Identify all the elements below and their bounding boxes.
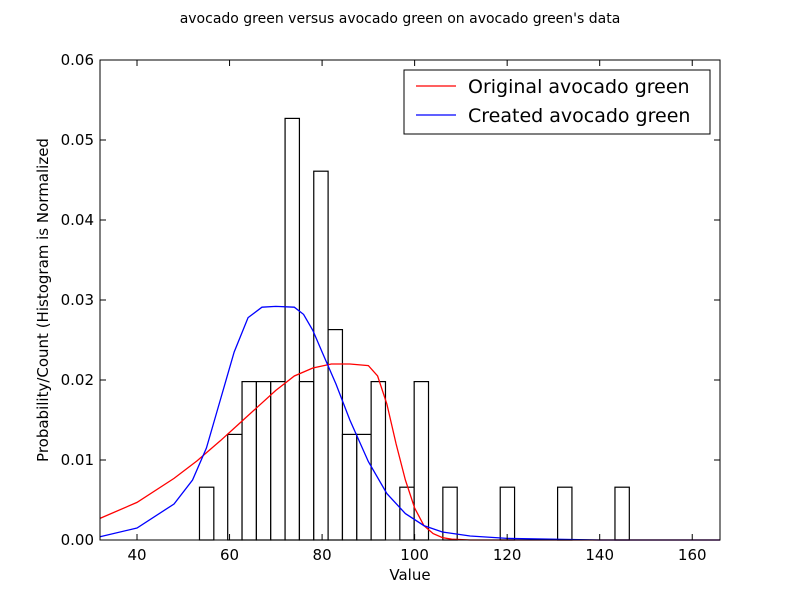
- histogram-bar: [341, 433, 358, 541]
- x-tick-label: 40: [127, 546, 146, 564]
- histogram-bar: [270, 381, 286, 541]
- histogram-bar: [614, 486, 630, 541]
- y-tick-label: 0.06: [61, 51, 94, 69]
- histogram-bar: [370, 381, 387, 541]
- y-axis-ticks: 0.00 0.01 0.02 0.03 0.04 0.05 0.06: [61, 51, 720, 549]
- histogram-bar: [313, 170, 329, 541]
- x-tick-label: 140: [585, 546, 614, 564]
- x-tick-label: 100: [400, 546, 429, 564]
- y-tick-label: 0.03: [61, 291, 94, 309]
- histogram-bar: [227, 433, 243, 541]
- x-tick-label: 120: [493, 546, 522, 564]
- x-tick-label: 60: [220, 546, 239, 564]
- density-lines: [99, 305, 720, 541]
- y-tick-label: 0.05: [61, 131, 94, 149]
- histogram-bar: [327, 329, 344, 541]
- x-axis-ticks: 40 60 80 100 120 140 160: [127, 60, 707, 564]
- histogram-bar: [198, 486, 215, 541]
- y-tick-label: 0.04: [61, 211, 94, 229]
- histogram-bar: [556, 486, 573, 541]
- histogram-bar: [241, 381, 257, 541]
- y-tick-label: 0.02: [61, 371, 94, 389]
- series-line-original: [99, 363, 720, 541]
- y-axis-label: Probability/Count (Histogram is Normaliz…: [34, 138, 52, 462]
- legend: Original avocado green Created avocado g…: [403, 69, 711, 135]
- x-tick-label: 80: [313, 546, 332, 564]
- plot-area: 40 60 80 100 120 140 160 0.000.010.020.030.040…: [61, 51, 721, 564]
- x-tick-label: 160: [678, 546, 707, 564]
- legend-label-original: Original avocado green: [468, 76, 690, 98]
- legend-box: [403, 69, 711, 135]
- histogram-bar: [298, 381, 315, 541]
- y-tick-label: 0.01: [61, 451, 94, 469]
- y-tick-label: 0.00: [61, 531, 94, 549]
- histogram-bar: [399, 486, 415, 541]
- series-line-created: [99, 305, 720, 541]
- legend-label-created: Created avocado green: [468, 105, 690, 127]
- x-axis-label: Value: [389, 566, 430, 584]
- histogram-bar: [284, 117, 301, 541]
- histogram-bar: [413, 381, 430, 541]
- chart-title: avocado green versus avocado green on av…: [180, 11, 621, 27]
- histogram-bar: [499, 486, 516, 541]
